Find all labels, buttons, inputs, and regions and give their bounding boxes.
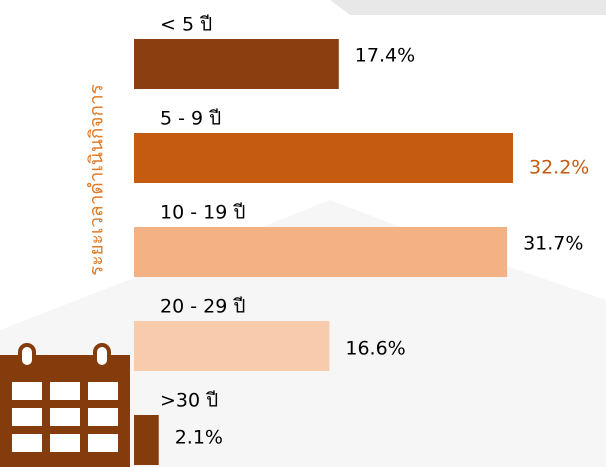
category-label: 5 - 9 ปี [160, 108, 221, 130]
calendar-cell [88, 434, 118, 452]
calendar-cell [88, 408, 118, 426]
y-axis-label: ระยะเวลาดำเนินกิจการ [86, 84, 108, 276]
bar [134, 133, 513, 183]
value-label: 2.1% [175, 427, 223, 449]
bar [134, 321, 330, 371]
calendar-cell [88, 382, 118, 400]
calendar-ring [18, 343, 36, 369]
category-label: >30 ปี [160, 390, 218, 412]
value-label: 17.4% [355, 45, 415, 67]
category-label: 10 - 19 ปี [160, 202, 245, 224]
calendar-cell [50, 382, 80, 400]
value-label: 31.7% [523, 233, 583, 255]
category-label: 20 - 29 ปี [160, 296, 245, 318]
calendar-icon [0, 343, 130, 467]
calendar-cell [12, 434, 42, 452]
bar [134, 39, 339, 89]
calendar-cell [50, 408, 80, 426]
calendar-cell [12, 408, 42, 426]
value-label: 32.2% [529, 157, 589, 179]
calendar-cell [12, 382, 42, 400]
bar [134, 227, 508, 277]
category-label: < 5 ปี [160, 14, 212, 36]
calendar-ring [93, 343, 111, 369]
value-label: 16.6% [345, 338, 405, 360]
header-strip [330, 0, 606, 15]
bar [134, 415, 159, 465]
calendar-cell [50, 434, 80, 452]
